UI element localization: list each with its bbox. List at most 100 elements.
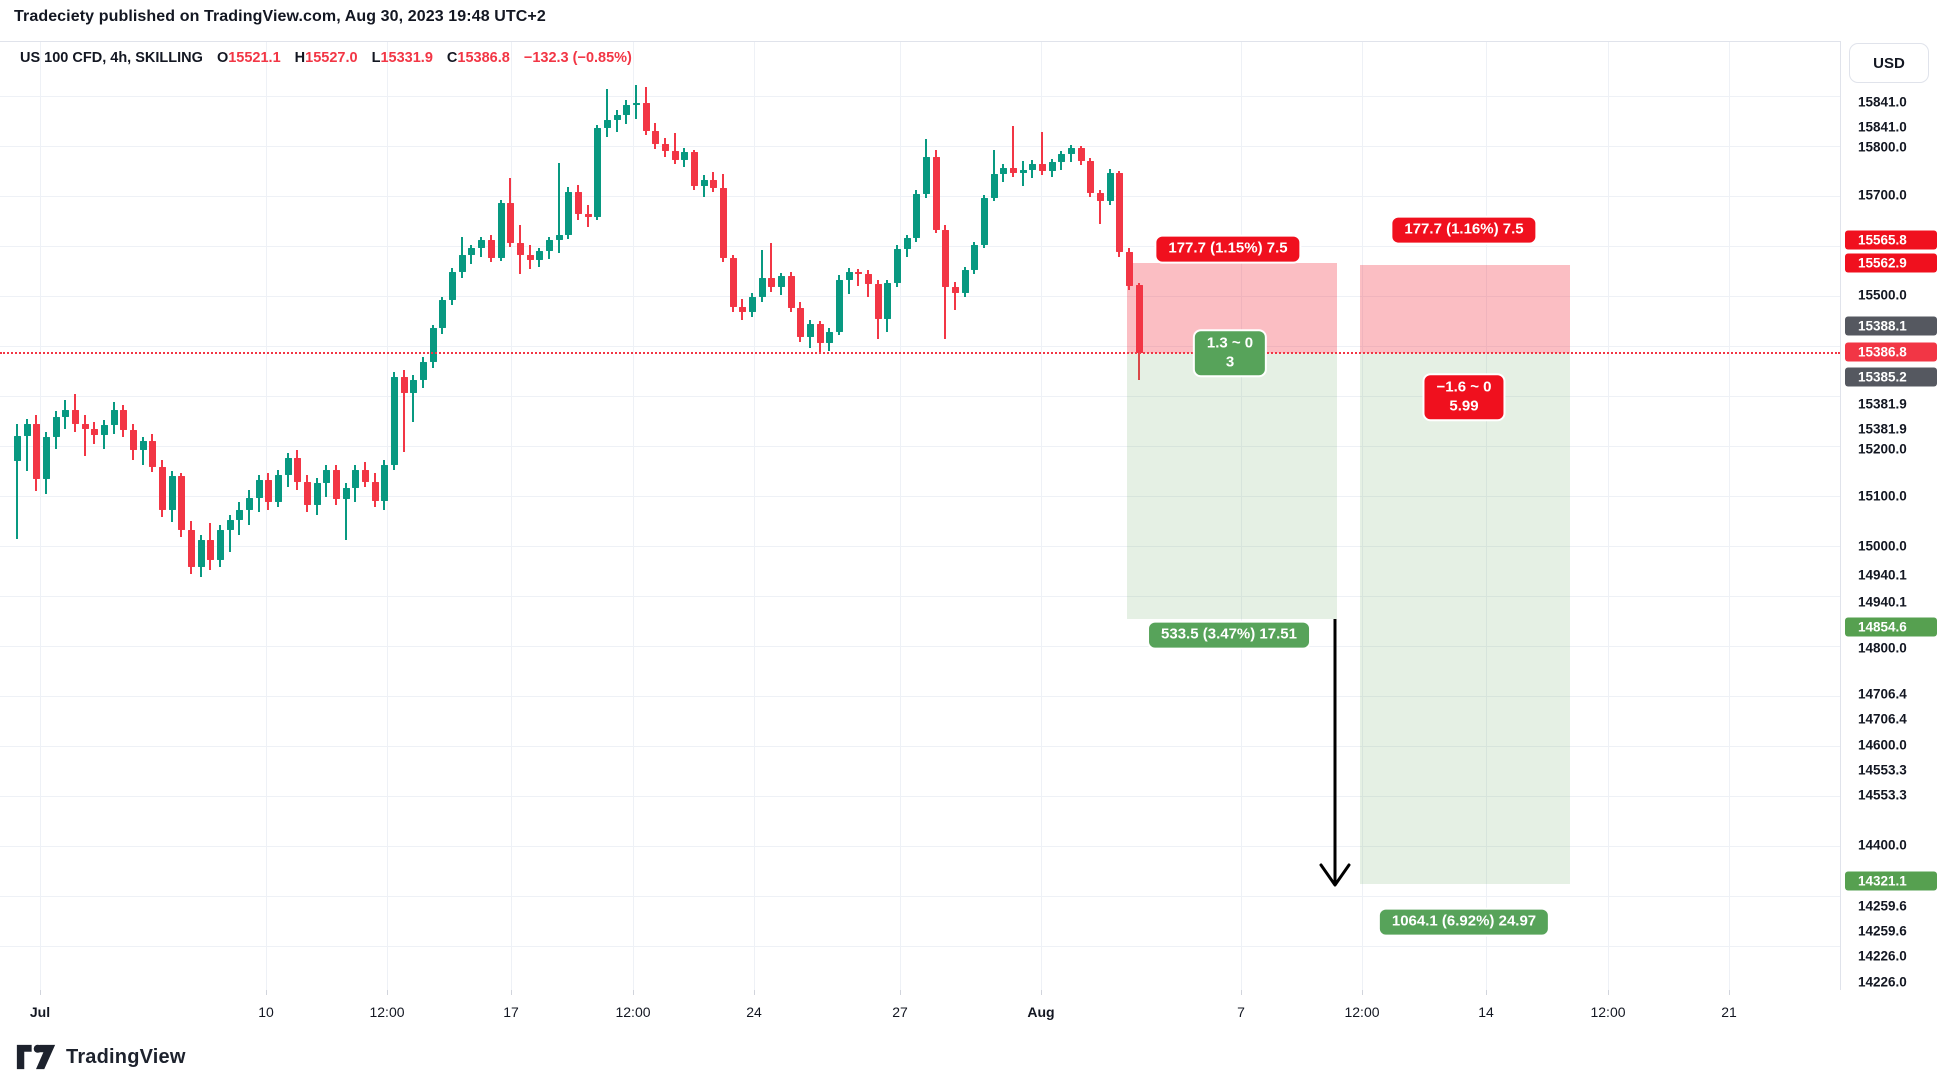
candle[interactable] [140, 441, 147, 450]
candle[interactable] [536, 251, 543, 260]
candle[interactable] [952, 287, 959, 293]
candle[interactable] [372, 482, 379, 501]
candle[interactable] [294, 458, 301, 482]
candle[interactable] [323, 470, 330, 483]
candle[interactable] [826, 332, 833, 343]
candle[interactable] [101, 425, 108, 435]
candle[interactable] [333, 470, 340, 499]
candle[interactable] [1039, 164, 1046, 171]
candle[interactable] [256, 480, 263, 498]
candle[interactable] [391, 377, 398, 465]
candle[interactable] [1058, 154, 1065, 162]
candle[interactable] [227, 520, 234, 530]
candle[interactable] [855, 272, 862, 274]
price-axis-label[interactable]: 15385.2 [1845, 367, 1937, 387]
candle[interactable] [701, 180, 708, 186]
candle[interactable] [33, 423, 40, 479]
short-position-tool-2-target-label[interactable]: 1064.1 (6.92%) 24.97 [1377, 907, 1551, 937]
candle[interactable] [807, 324, 814, 337]
candle[interactable] [1136, 285, 1143, 353]
candle[interactable] [217, 530, 224, 560]
candle[interactable] [933, 157, 940, 230]
candle[interactable] [768, 278, 775, 287]
candle[interactable] [275, 475, 282, 502]
candle[interactable] [575, 192, 582, 214]
candle[interactable] [904, 238, 911, 249]
short-position-tool-2-entry-label[interactable]: −1.6 ~ 0 5.99 [1422, 373, 1506, 421]
price-axis-label[interactable]: 14854.6 [1845, 617, 1937, 637]
candle[interactable] [62, 410, 69, 417]
symbol-legend[interactable]: US 100 CFD, 4h, SKILLING O15521.1 H15527… [20, 50, 632, 66]
candle[interactable] [439, 300, 446, 328]
short-position-tool-2-risk-box[interactable] [1360, 265, 1570, 353]
candle[interactable] [1049, 162, 1056, 171]
candle[interactable] [498, 203, 505, 258]
candle[interactable] [739, 307, 746, 312]
candle[interactable] [410, 380, 417, 393]
candle[interactable] [797, 308, 804, 337]
candle[interactable] [710, 180, 717, 188]
candle[interactable] [778, 276, 785, 287]
price-axis-label[interactable]: 15386.8 [1845, 342, 1937, 362]
candle[interactable] [923, 157, 930, 194]
candle[interactable] [1010, 168, 1017, 173]
short-position-tool-2-reward-box[interactable] [1360, 353, 1570, 884]
candle[interactable] [1029, 164, 1036, 170]
price-axis-label[interactable]: 15565.8 [1845, 230, 1937, 250]
candle[interactable] [449, 272, 456, 300]
candle[interactable] [643, 103, 650, 131]
candle[interactable] [681, 152, 688, 160]
candle[interactable] [1107, 173, 1114, 201]
candle[interactable] [971, 245, 978, 270]
candle[interactable] [468, 248, 475, 255]
candle[interactable] [527, 255, 534, 260]
short-position-tool-2-stop-label[interactable]: 177.7 (1.16%) 7.5 [1390, 215, 1538, 245]
price-axis-label[interactable]: 15388.1 [1845, 316, 1937, 336]
candle[interactable] [788, 276, 795, 308]
candle[interactable] [188, 530, 195, 567]
short-position-tool-1-stop-label[interactable]: 177.7 (1.15%) 7.5 [1154, 234, 1302, 264]
candle[interactable] [381, 465, 388, 501]
candle[interactable] [420, 362, 427, 380]
price-axis[interactable]: USD 15841.0 15841.0 15800.0 15700.0 15565.8 1… [1840, 41, 1947, 990]
candle[interactable] [343, 488, 350, 499]
candle[interactable] [720, 188, 727, 258]
candle[interactable] [169, 476, 176, 510]
candle[interactable] [1068, 148, 1075, 154]
candle[interactable] [91, 428, 98, 435]
candle[interactable] [759, 278, 766, 297]
candle[interactable] [962, 270, 969, 293]
candle[interactable] [865, 274, 872, 284]
candle[interactable] [942, 230, 949, 287]
candle[interactable] [1116, 173, 1123, 252]
candle[interactable] [72, 410, 79, 424]
candle[interactable] [459, 255, 466, 272]
candle[interactable] [82, 423, 89, 429]
candle[interactable] [362, 470, 369, 482]
candle[interactable] [198, 540, 205, 567]
short-position-tool-1-reward-box[interactable] [1127, 353, 1337, 619]
candle[interactable] [314, 483, 321, 505]
short-position-tool-1-target-label[interactable]: 533.5 (3.47%) 17.51 [1147, 620, 1311, 650]
candle[interactable] [14, 436, 21, 461]
candle[interactable] [836, 280, 843, 332]
candle[interactable] [652, 131, 659, 144]
candle[interactable] [1126, 252, 1133, 286]
candle[interactable] [875, 284, 882, 319]
candle[interactable] [894, 249, 901, 283]
candle[interactable] [53, 417, 60, 437]
price-axis-label[interactable]: 14321.1 [1845, 871, 1937, 891]
candle[interactable] [352, 470, 359, 488]
candle[interactable] [1020, 170, 1027, 173]
candle[interactable] [991, 174, 998, 198]
candle[interactable] [981, 198, 988, 245]
candle[interactable] [246, 498, 253, 510]
candle[interactable] [430, 328, 437, 362]
candle[interactable] [1078, 148, 1085, 161]
candle[interactable] [1097, 193, 1104, 201]
candle[interactable] [556, 235, 563, 240]
candle[interactable] [846, 272, 853, 280]
candle[interactable] [565, 192, 572, 235]
candle[interactable] [120, 410, 127, 430]
candle[interactable] [546, 240, 553, 251]
